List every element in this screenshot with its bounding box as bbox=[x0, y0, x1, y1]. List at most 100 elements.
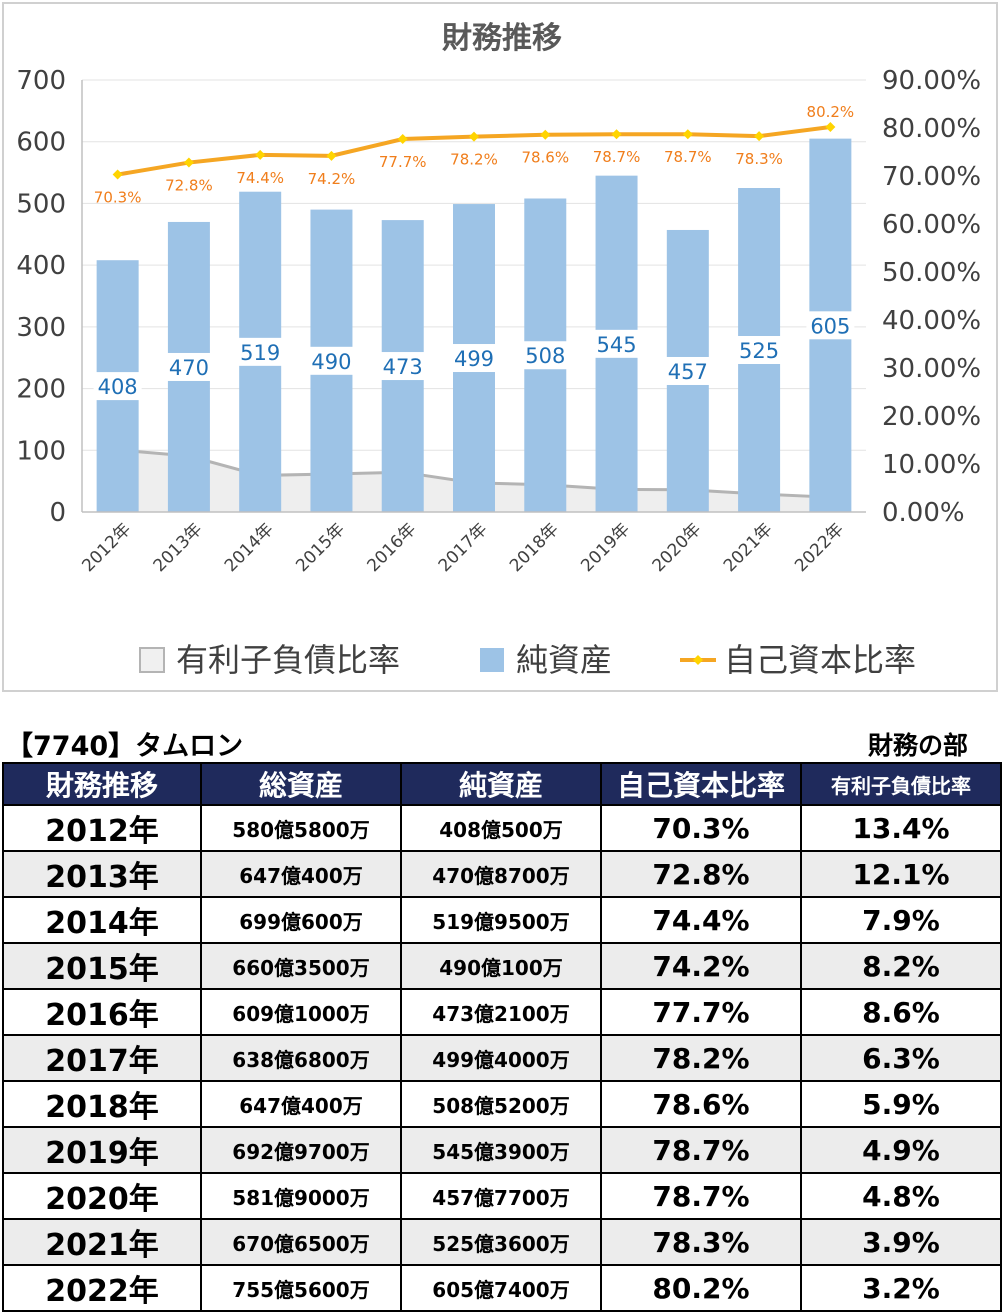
total-assets-cell: 647億400万 bbox=[200, 1080, 402, 1128]
data-label-background bbox=[735, 336, 784, 364]
net-assets-data-label: 605 bbox=[810, 314, 850, 338]
header-net-assets: 純資産 bbox=[400, 762, 602, 806]
table-row: 2018年 647億400万 508億5200万 78.6% 5.9% bbox=[2, 1080, 1002, 1128]
data-label-background bbox=[663, 356, 712, 385]
debt-ratio-cell: 6.3% bbox=[800, 1034, 1002, 1082]
y-axis-tick-label: 300 bbox=[16, 313, 66, 343]
data-label-background bbox=[236, 337, 285, 366]
year-cell: 2022年 bbox=[2, 1264, 202, 1312]
net-assets-cell: 519億9500万 bbox=[400, 896, 602, 944]
equity-ratio-marker bbox=[112, 169, 123, 180]
net-assets-cell: 508億5200万 bbox=[400, 1080, 602, 1128]
company-label: 【7740】タムロン bbox=[6, 731, 244, 762]
y-axis-tick-label: 700 bbox=[16, 66, 66, 96]
equity-ratio-cell: 80.2% bbox=[600, 1264, 802, 1312]
year-cell: 2016年 bbox=[2, 988, 202, 1036]
equity-ratio-marker bbox=[255, 149, 266, 160]
legend-marker-equity-ratio bbox=[693, 655, 703, 665]
total-assets-cell: 581億9000万 bbox=[200, 1172, 402, 1220]
equity-ratio-data-label: 77.7% bbox=[379, 153, 427, 171]
table-row: 2022年 755億5600万 605億7400万 80.2% 3.2% bbox=[2, 1264, 1002, 1312]
equity-ratio-cell: 78.3% bbox=[600, 1218, 802, 1266]
debt-ratio-cell: 4.8% bbox=[800, 1172, 1002, 1220]
legend-label-net-assets: 純資産 bbox=[516, 641, 612, 679]
total-assets-cell: 670億6500万 bbox=[200, 1218, 402, 1266]
equity-ratio-marker bbox=[825, 122, 836, 133]
legend-swatch-debt-ratio bbox=[139, 647, 165, 673]
debt-ratio-cell: 3.2% bbox=[800, 1264, 1002, 1312]
table-row: 2021年 670億6500万 525億3600万 78.3% 3.9% bbox=[2, 1218, 1002, 1266]
net-assets-data-label: 473 bbox=[383, 355, 423, 379]
equity-ratio-marker bbox=[469, 131, 479, 142]
header-debt-ratio: 有利子負債比率 bbox=[800, 762, 1002, 806]
chart-panel: 財務推移 0 100 200 300 400 500 600 700 0.00% 10.00% 20.… bbox=[2, 2, 998, 692]
equity-ratio-marker bbox=[611, 129, 622, 140]
net-assets-data-label: 545 bbox=[596, 333, 636, 357]
debt-ratio-cell: 8.6% bbox=[800, 988, 1002, 1036]
legend-label-debt-ratio: 有利子負債比率 bbox=[176, 641, 400, 679]
y-axis-tick-label: 100 bbox=[16, 436, 66, 466]
data-label-background bbox=[164, 352, 213, 381]
net-assets-data-label: 490 bbox=[311, 350, 351, 374]
equity-ratio-data-label: 78.7% bbox=[664, 148, 712, 166]
equity-ratio-cell: 70.3% bbox=[600, 804, 802, 852]
x-axis-tick-label: 2014年 bbox=[221, 519, 278, 576]
equity-ratio-cell: 77.7% bbox=[600, 988, 802, 1036]
year-cell: 2021年 bbox=[2, 1218, 202, 1266]
net-assets-data-label: 408 bbox=[98, 375, 138, 399]
y2-axis-tick-label: 90.00% bbox=[882, 66, 981, 96]
total-assets-cell: 580億5800万 bbox=[200, 804, 402, 852]
total-assets-cell: 638億6800万 bbox=[200, 1034, 402, 1082]
debt-ratio-area bbox=[117, 449, 831, 512]
table-row: 2013年 647億400万 470億8700万 72.8% 12.1% bbox=[2, 850, 1002, 898]
legend-swatch-net-assets bbox=[480, 648, 504, 672]
table-row: 2014年 699億600万 519億9500万 74.4% 7.9% bbox=[2, 896, 1002, 944]
y2-axis-tick-label: 10.00% bbox=[882, 450, 981, 480]
net-assets-data-label: 499 bbox=[454, 347, 494, 371]
equity-ratio-marker bbox=[326, 150, 337, 161]
debt-ratio-cell: 12.1% bbox=[800, 850, 1002, 898]
year-cell: 2018年 bbox=[2, 1080, 202, 1128]
total-assets-cell: 660億3500万 bbox=[200, 942, 402, 990]
equity-ratio-data-label: 70.3% bbox=[94, 189, 142, 207]
net-assets-cell: 490億100万 bbox=[400, 942, 602, 990]
x-axis-tick-label: 2018年 bbox=[506, 519, 563, 576]
table-row: 2020年 581億9000万 457億7700万 78.7% 4.8% bbox=[2, 1172, 1002, 1220]
data-label-background bbox=[592, 329, 641, 358]
equity-ratio-cell: 78.7% bbox=[600, 1126, 802, 1174]
total-assets-cell: 755億5600万 bbox=[200, 1264, 402, 1312]
year-cell: 2017年 bbox=[2, 1034, 202, 1082]
x-axis-tick-label: 2016年 bbox=[364, 519, 421, 576]
y2-axis-tick-label: 40.00% bbox=[882, 306, 981, 336]
header-period: 財務推移 bbox=[2, 762, 202, 806]
y2-axis-tick-label: 0.00% bbox=[882, 498, 965, 528]
total-assets-cell: 699億600万 bbox=[200, 896, 402, 944]
x-axis-tick-label: 2020年 bbox=[649, 519, 706, 576]
equity-ratio-data-label: 78.2% bbox=[450, 151, 498, 169]
y2-axis-tick-label: 30.00% bbox=[882, 354, 981, 384]
equity-ratio-cell: 78.6% bbox=[600, 1080, 802, 1128]
year-cell: 2019年 bbox=[2, 1126, 202, 1174]
net-assets-data-label: 470 bbox=[169, 356, 209, 380]
x-axis-tick-label: 2012年 bbox=[78, 519, 135, 576]
x-axis-tick-label: 2013年 bbox=[150, 519, 207, 576]
y-axis-tick-label: 400 bbox=[16, 251, 66, 281]
table-row: 2016年 609億1000万 473億2100万 77.7% 8.6% bbox=[2, 988, 1002, 1036]
chart-title: 財務推移 bbox=[442, 21, 562, 56]
financial-table: 財務推移 総資産 純資産 自己資本比率 有利子負債比率 2012年 580億58… bbox=[2, 762, 1002, 1312]
table-header-row: 財務推移 総資産 純資産 自己資本比率 有利子負債比率 bbox=[2, 762, 1002, 806]
debt-ratio-cell: 5.9% bbox=[800, 1080, 1002, 1128]
net-assets-data-label: 508 bbox=[525, 344, 565, 368]
net-assets-cell: 457億7700万 bbox=[400, 1172, 602, 1220]
debt-ratio-cell: 3.9% bbox=[800, 1218, 1002, 1266]
equity-ratio-cell: 74.4% bbox=[600, 896, 802, 944]
equity-ratio-marker bbox=[397, 134, 408, 145]
data-label-background bbox=[450, 344, 498, 373]
equity-ratio-cell: 78.7% bbox=[600, 1172, 802, 1220]
legend-label-equity-ratio: 自己資本比率 bbox=[724, 641, 916, 679]
debt-ratio-cell: 4.9% bbox=[800, 1126, 1002, 1174]
year-cell: 2014年 bbox=[2, 896, 202, 944]
x-axis-tick-label: 2022年 bbox=[791, 519, 848, 576]
equity-ratio-cell: 74.2% bbox=[600, 942, 802, 990]
y2-axis-tick-label: 70.00% bbox=[882, 162, 981, 192]
